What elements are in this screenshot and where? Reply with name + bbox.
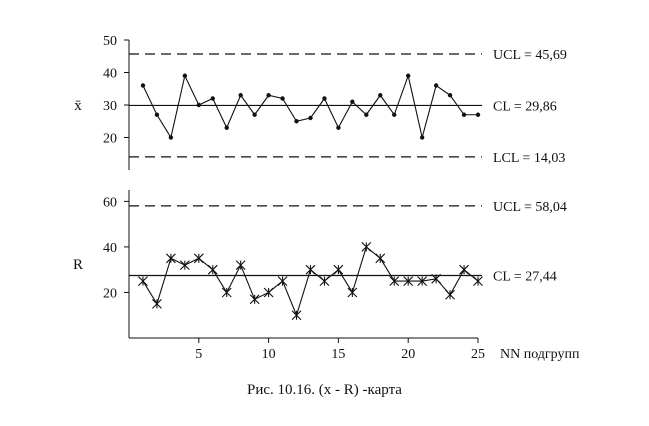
x-tick-label: 20 (401, 347, 415, 362)
x-axis-title: NN подгрупп (500, 347, 580, 362)
control-label-ucl-xbar: UCL = 45,69 (493, 48, 567, 63)
data-line-r (142, 245, 479, 317)
data-point (403, 276, 414, 286)
y-tick-label-r: 20 (103, 286, 117, 301)
data-point (252, 112, 257, 117)
y-tick-label-xbar: 40 (103, 67, 117, 82)
control-label-cl-xbar: CL = 29,86 (493, 99, 557, 114)
y-tick-label-xbar: 50 (103, 34, 117, 49)
data-point (294, 119, 299, 124)
data-point (431, 273, 442, 284)
x-tick-label: 15 (331, 347, 345, 362)
data-point (347, 287, 358, 298)
x-tick-label: 10 (262, 347, 276, 362)
data-point (291, 310, 302, 321)
y-tick-label-xbar: 20 (103, 132, 117, 147)
data-point (364, 112, 369, 117)
data-point (280, 96, 285, 101)
data-point (249, 294, 260, 305)
data-point (308, 115, 313, 121)
data-point (224, 125, 229, 130)
control-label-ucl-r: UCL = 58,04 (493, 200, 567, 215)
data-point (140, 83, 146, 88)
data-point (392, 112, 397, 117)
data-point (375, 253, 386, 264)
y-tick-label-xbar: 30 (103, 99, 117, 114)
data-point (406, 73, 411, 78)
data-point (473, 276, 483, 286)
control-label-cl-r: CL = 27,44 (493, 270, 557, 285)
data-point (154, 112, 160, 117)
x-tick-label: 5 (195, 347, 202, 362)
data-line-xbar (142, 73, 478, 139)
data-point (263, 287, 274, 298)
data-point (196, 102, 201, 108)
y-axis-title-xbar: x̄ (74, 98, 82, 114)
data-point (447, 93, 453, 98)
data-point (336, 125, 341, 130)
data-point (193, 253, 204, 264)
data-point (182, 73, 188, 78)
data-point (445, 289, 455, 300)
y-tick-label-r: 60 (103, 195, 117, 210)
data-point (461, 112, 467, 117)
data-point (459, 264, 469, 275)
data-point (138, 276, 148, 286)
data-point (361, 242, 372, 252)
panel-r: 20 40 60 R 5 10 15 20 25 NN подгрупп UCL = 58,04 CL… (73, 190, 580, 362)
y-axis-title-r: R (73, 257, 83, 273)
data-point (238, 93, 243, 98)
data-point (207, 264, 218, 275)
data-point (168, 135, 174, 140)
data-point (350, 99, 355, 104)
data-point (179, 260, 190, 271)
data-point (235, 260, 246, 271)
data-point (266, 93, 271, 98)
figure-caption: Рис. 10.16. (x - R) -карта (247, 382, 402, 398)
y-tick-label-r: 40 (103, 241, 117, 256)
data-point (417, 276, 428, 286)
data-point (152, 298, 162, 309)
data-point (319, 276, 330, 286)
data-point (378, 93, 383, 98)
data-point (333, 264, 344, 275)
data-point (165, 253, 176, 264)
data-point (210, 96, 215, 101)
data-point (433, 83, 439, 88)
data-point (221, 287, 232, 298)
x-tick-label: 25 (471, 347, 485, 362)
data-point (419, 135, 425, 140)
data-point (389, 276, 400, 286)
data-point (305, 264, 316, 275)
control-label-lcl-xbar: LCL = 14,03 (493, 151, 565, 166)
data-point (322, 96, 327, 101)
data-point (475, 112, 481, 117)
data-point (277, 276, 288, 286)
panel-xbar: 20 30 40 50 x̄ UCL = 45,69 CL = 29,86 LCL = 14,… (74, 34, 567, 170)
